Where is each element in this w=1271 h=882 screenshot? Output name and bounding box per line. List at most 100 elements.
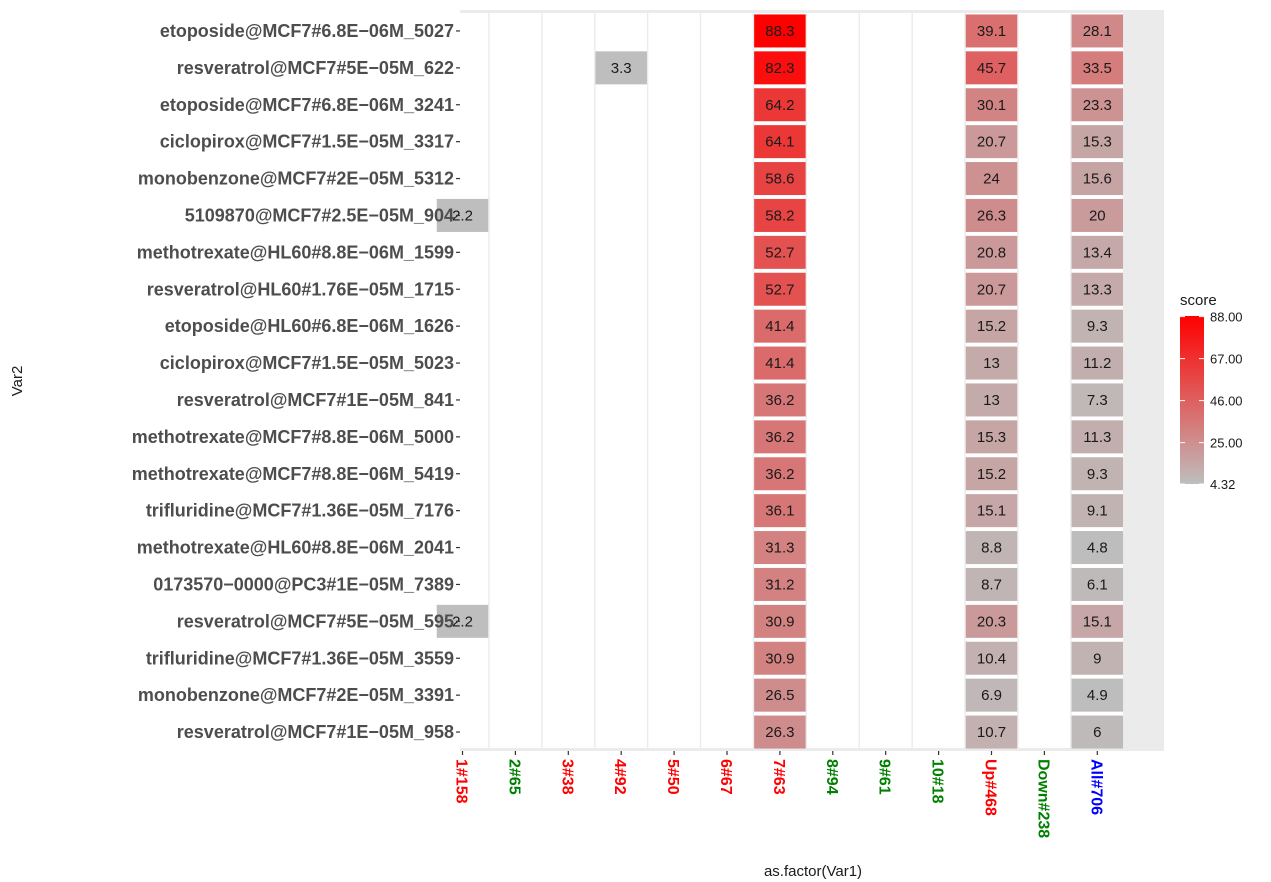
cell-value-label: 15.2 [977,318,1006,335]
x-tick-label: 5#50 [664,759,681,795]
cell-value-label: 36.1 [765,503,794,520]
heatmap-cell [436,604,489,638]
column-background [701,13,753,748]
y-tick-label: resveratrol@MCF7#5E−05M_595 [177,611,454,631]
x-tick-label: 3#38 [558,759,575,795]
y-tick-label: ciclopirox@MCF7#1.5E−05M_5023 [160,353,454,373]
y-tick-label: monobenzone@MCF7#2E−05M_5312 [138,169,454,189]
cell-value-label: 13.3 [1083,281,1112,298]
legend-tick-label: 25.00 [1210,436,1243,451]
x-tick-label: 7#63 [770,759,787,795]
y-tick-label: trifluridine@MCF7#1.36E−05M_3559 [146,648,454,668]
cell-value-label: 15.3 [1083,134,1112,151]
cell-value-label: 15.1 [1083,613,1112,630]
heatmap-cell [965,383,1018,417]
column-background [542,13,595,748]
y-tick-label: resveratrol@MCF7#5E−05M_622 [177,58,454,78]
cell-value-label: 9.3 [1087,466,1108,483]
cell-value-label: 7.3 [1087,392,1108,409]
legend-tick-label: 46.00 [1210,394,1243,409]
cell-value-label: 36.2 [765,466,794,483]
heatmap-cell [754,14,806,48]
cell-value-label: 39.1 [977,23,1006,40]
y-tick-label: etoposide@HL60#6.8E−06M_1626 [165,316,454,336]
heatmap-cell [436,198,489,232]
legend-title: score [1180,292,1217,309]
cell-value-label: 30.9 [765,650,794,667]
x-tick-label: 6#67 [717,759,734,795]
cell-value-label: 11.3 [1083,429,1111,446]
heatmap-cell [965,198,1018,232]
cell-value-label: 20.3 [977,613,1006,630]
heatmap-cell [754,346,806,380]
cell-value-label: 31.2 [765,576,794,593]
cell-value-label: 23.3 [1083,97,1112,114]
heatmap-cell [754,235,806,269]
legend-tick-label: 88.00 [1210,310,1243,325]
heatmap-cell [1071,235,1124,269]
cell-value-label: 15.6 [1083,171,1112,188]
heatmap-cell [1071,51,1124,85]
cell-value-label: 28.1 [1083,23,1112,40]
heatmap-cell [754,604,806,638]
cell-value-label: 41.4 [765,318,794,335]
heatmap-cell [1071,567,1124,601]
cell-value-label: 8.8 [981,540,1002,557]
cell-value-label: 36.2 [765,392,794,409]
cell-value-label: 41.4 [765,355,794,372]
heatmap-cell [965,457,1018,491]
heatmap-cell [754,162,806,196]
heatmap-cell [965,678,1018,712]
cell-value-label: 88.3 [765,23,794,40]
heatmap-cell [754,198,806,232]
y-tick-label: monobenzone@MCF7#2E−05M_3391 [138,685,454,705]
cell-value-label: 8.7 [981,576,1002,593]
cell-value-label: 9.1 [1087,503,1108,520]
heatmap-cell [1071,309,1124,343]
column-background [859,13,912,748]
column-background [807,13,859,748]
heatmap-cell [965,567,1018,601]
heatmap-cell [1071,641,1124,675]
heatmap-cell [965,272,1018,306]
x-tick-label: All#706 [1087,759,1104,815]
heatmap-cell [1071,494,1124,528]
y-tick-label: resveratrol@MCF7#1E−05M_841 [177,390,454,410]
heatmap-cell [965,309,1018,343]
heatmap-cell [965,14,1018,48]
heatmap-cell [965,162,1018,196]
cell-value-label: 64.1 [765,134,794,151]
cell-value-label: 20.7 [977,134,1006,151]
heatmap-cell [754,678,806,712]
cell-value-label: 58.6 [765,171,794,188]
legend-colorbar [1180,316,1204,484]
cell-value-label: 30.9 [765,613,794,630]
legend-tick-label: 67.00 [1210,352,1243,367]
heatmap-cell [965,346,1018,380]
heatmap-cell [1071,604,1124,638]
y-tick-label: 5109870@MCF7#2.5E−05M_904 [185,205,454,225]
heatmap-cell [965,420,1018,454]
column-background [595,13,647,748]
heatmap-cell [965,125,1018,159]
cell-value-label: 20 [1089,207,1106,224]
y-tick-label: methotrexate@MCF7#8.8E−06M_5000 [132,427,454,447]
heatmap-cell [1071,678,1124,712]
cell-value-label: 9.3 [1087,318,1108,335]
y-tick-label: methotrexate@HL60#8.8E−06M_1599 [137,242,454,262]
cell-value-label: 31.3 [765,540,794,557]
x-tick-label: 8#94 [823,759,840,795]
heatmap-cell [965,51,1018,85]
heatmap-cell [754,272,806,306]
cell-value-label: 20.7 [977,281,1006,298]
cell-value-label: 15.3 [977,429,1006,446]
cell-value-label: 6 [1093,724,1101,741]
cell-value-label: 13 [983,392,1000,409]
heatmap-cell [754,567,806,601]
column-background [648,13,700,748]
heatmap-cell [965,88,1018,122]
legend-tick-label: 4.32 [1210,477,1235,492]
cell-value-label: 6.1 [1087,576,1108,593]
heatmap-cell [754,309,806,343]
